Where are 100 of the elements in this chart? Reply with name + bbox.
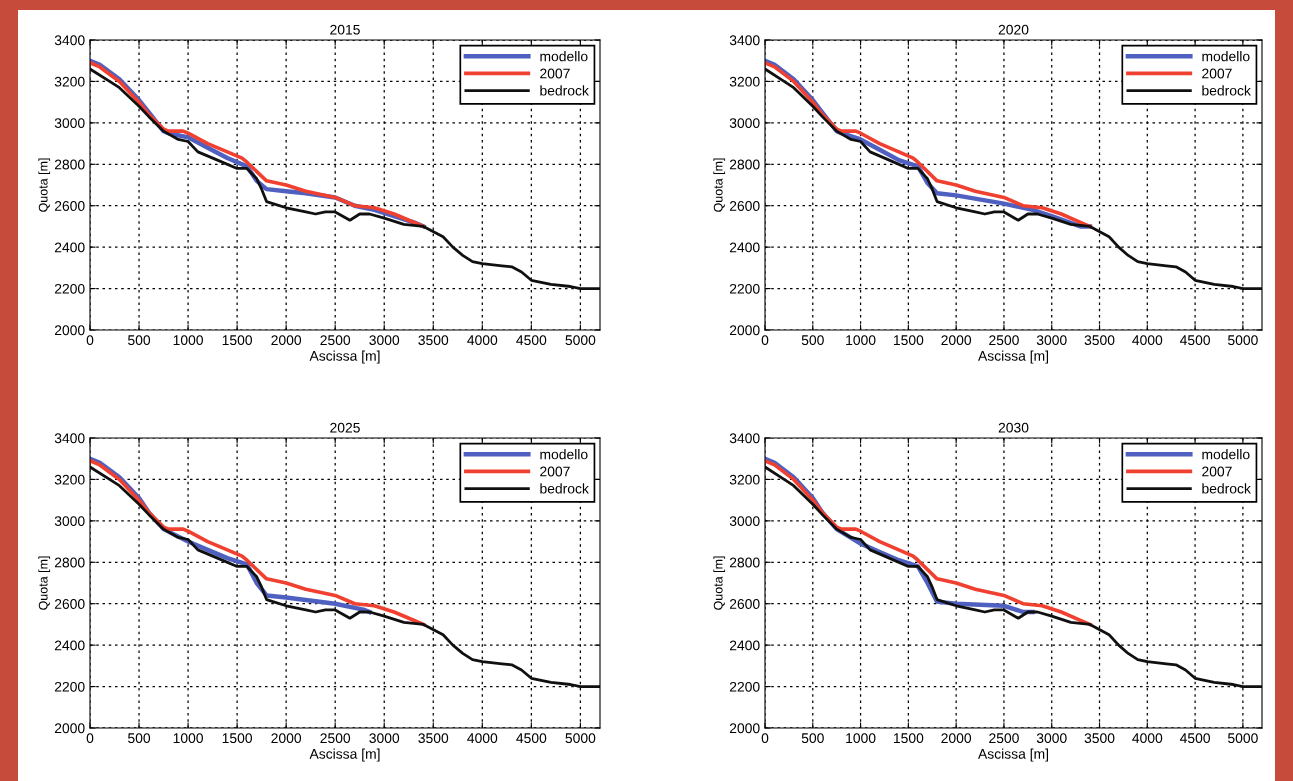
x-tick-label: 4500 (516, 733, 547, 744)
y-tick-label: 2400 (54, 242, 85, 253)
y-tick-label: 3000 (54, 516, 85, 527)
y-tick-label: 2400 (729, 640, 760, 651)
y-tick-label: 2600 (729, 201, 760, 211)
x-tick-label: 2000 (271, 335, 302, 346)
y-tick-label: 3200 (54, 474, 85, 485)
y-tick-label: 3400 (54, 35, 85, 46)
y-tick-label: 2200 (54, 283, 85, 294)
x-tick-label: 3000 (369, 733, 400, 744)
x-tick-label: 1500 (222, 335, 253, 346)
x-tick-label: 3500 (1084, 335, 1115, 346)
y-tick-label: 3200 (54, 76, 85, 87)
legend-label: bedrock (1202, 85, 1251, 96)
x-axis-title: Ascissa [m] (978, 748, 1049, 762)
x-tick-label: 0 (761, 335, 769, 346)
x-tick-label: 5000 (565, 733, 596, 744)
legend-label: 2007 (1202, 68, 1232, 79)
x-tick-label: 1500 (893, 335, 924, 346)
x-tick-label: 0 (86, 733, 94, 744)
x-tick-label: 1500 (222, 733, 253, 744)
x-axis-title: Ascissa [m] (309, 748, 380, 762)
x-tick-label: 3000 (1036, 335, 1067, 346)
x-tick-label: 1000 (173, 335, 203, 346)
x-tick-label: 500 (801, 733, 824, 744)
x-tick-label: 5000 (1227, 733, 1258, 744)
y-tick-label: 2200 (729, 681, 760, 692)
y-axis-title: Quota [m] (38, 556, 51, 610)
x-tick-label: 4000 (1132, 733, 1163, 744)
x-tick-label: 1500 (893, 733, 924, 744)
x-tick-label: 2500 (989, 335, 1019, 346)
x-tick-label: 3500 (418, 335, 449, 346)
x-axis-title: Ascissa [m] (978, 350, 1049, 364)
y-tick-label: 2800 (54, 557, 85, 568)
y-tick-label: 2600 (54, 201, 85, 211)
y-tick-label: 2000 (54, 723, 85, 734)
x-tick-label: 4500 (1179, 335, 1210, 346)
x-tick-label: 0 (86, 335, 94, 346)
legend-label: bedrock (540, 85, 589, 96)
y-tick-label: 3200 (729, 76, 760, 87)
chart-title: 2015 (330, 24, 360, 35)
y-tick-label: 3400 (729, 35, 760, 46)
legend-label: modello (1202, 449, 1250, 460)
y-tick-label: 3400 (54, 433, 85, 444)
legend-label: 2007 (540, 68, 570, 79)
y-tick-label: 2200 (54, 681, 85, 692)
y-tick-label: 2400 (54, 640, 85, 651)
x-tick-label: 3500 (418, 733, 449, 744)
x-tick-label: 1000 (846, 335, 876, 346)
y-tick-label: 2400 (729, 242, 760, 253)
y-tick-label: 2000 (729, 325, 760, 336)
y-tick-label: 3200 (729, 474, 760, 485)
chart-title: 2030 (998, 422, 1029, 433)
legend-label: modello (540, 51, 588, 62)
y-tick-label: 3000 (729, 118, 760, 129)
y-tick-label: 3000 (729, 516, 760, 527)
x-tick-label: 1000 (846, 733, 876, 744)
y-axis-title: Quota [m] (713, 556, 726, 610)
x-tick-label: 5000 (565, 335, 596, 346)
x-tick-label: 500 (128, 335, 151, 346)
y-tick-label: 2600 (54, 599, 85, 609)
y-tick-label: 3400 (729, 433, 760, 444)
x-tick-label: 3500 (1084, 733, 1115, 744)
y-tick-label: 2800 (54, 159, 85, 170)
legend-label: 2007 (1202, 466, 1232, 477)
chart-title: 2020 (998, 24, 1029, 35)
x-tick-label: 2000 (941, 733, 972, 744)
y-tick-label: 2000 (54, 325, 85, 336)
x-tick-label: 4000 (1132, 335, 1163, 346)
x-tick-label: 3000 (1036, 733, 1067, 744)
x-tick-label: 4000 (467, 335, 498, 346)
x-tick-label: 2000 (941, 335, 972, 346)
x-tick-label: 4500 (1179, 733, 1210, 744)
x-tick-label: 0 (761, 733, 769, 744)
x-tick-label: 500 (128, 733, 151, 744)
y-tick-label: 2800 (729, 159, 760, 170)
x-tick-label: 500 (801, 335, 824, 346)
y-tick-label: 3000 (54, 118, 85, 129)
x-axis-title: Ascissa [m] (309, 350, 380, 364)
legend-label: bedrock (540, 483, 589, 494)
y-axis-title: Quota [m] (38, 158, 51, 212)
y-tick-label: 2800 (729, 557, 760, 568)
legend-label: bedrock (1202, 483, 1251, 494)
y-axis-title: Quota [m] (713, 158, 726, 212)
x-tick-label: 5000 (1227, 335, 1258, 346)
x-tick-label: 2500 (989, 733, 1019, 744)
x-tick-label: 3000 (369, 335, 400, 346)
x-tick-label: 2500 (320, 335, 351, 346)
legend-label: modello (1202, 51, 1250, 62)
x-tick-label: 1000 (173, 733, 203, 744)
x-tick-label: 4500 (516, 335, 547, 346)
y-tick-label: 2200 (729, 283, 760, 294)
legend-label: 2007 (540, 466, 570, 477)
y-tick-label: 2600 (729, 599, 760, 609)
x-tick-label: 4000 (467, 733, 498, 744)
legend-label: modello (540, 449, 588, 460)
y-tick-label: 2000 (729, 723, 760, 734)
x-tick-label: 2500 (320, 733, 351, 744)
chart-title: 2025 (330, 422, 360, 433)
x-tick-label: 2000 (271, 733, 302, 744)
